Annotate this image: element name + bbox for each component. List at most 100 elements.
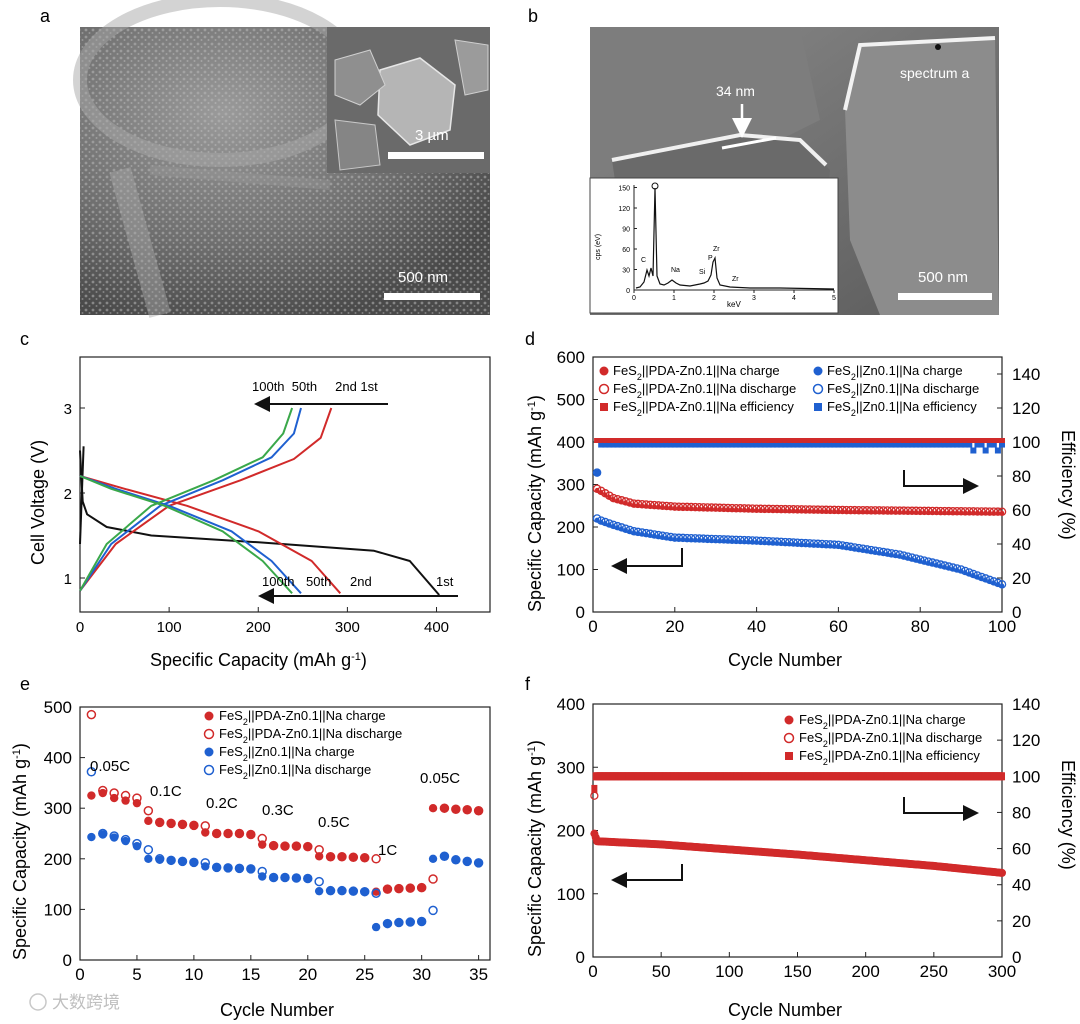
e-xtick-label: 30 <box>412 965 431 984</box>
d-pda-eff-point <box>724 438 731 443</box>
d-legend: FeS2||PDA-Zn0.1||Na charge FeS2||PDA-Zn0… <box>598 363 979 418</box>
d-pda-eff-point <box>851 438 858 443</box>
e-point-pda-charge <box>463 805 472 814</box>
eds-xtick-label: 5 <box>832 295 836 302</box>
d-pda-eff-point <box>921 438 928 443</box>
f-ytick-label: 200 <box>557 822 585 841</box>
e-point-pda-charge <box>314 852 324 861</box>
d-pda-eff-point <box>823 438 830 443</box>
d-pda-eff-point <box>835 438 842 443</box>
d-pda-eff-point <box>700 438 707 443</box>
e-point-pda-discharge <box>109 788 119 798</box>
d-pda-eff-point <box>999 438 1005 443</box>
d-pda-eff-point <box>917 438 924 443</box>
e-point-zn-charge <box>87 832 96 842</box>
d-zn-eff-point <box>749 441 756 448</box>
f-legend-2: FeS2||PDA-Zn0.1||Na discharge <box>799 730 982 749</box>
e-point-zn-discharge <box>280 872 290 883</box>
e-point-zn-discharge <box>189 857 199 868</box>
e-point-pda-charge <box>360 853 369 862</box>
d-legend-2: FeS2||Zn0.1||Na charge <box>827 363 963 382</box>
e-point-pda-discharge <box>143 805 154 816</box>
e-point-zn-discharge <box>359 886 370 897</box>
d-pda-eff-point <box>974 438 981 443</box>
e-legend-2: FeS2||PDA-Zn0.1||Na discharge <box>219 726 402 745</box>
d-zn-eff-point <box>622 441 629 448</box>
d-zn-discharge-point <box>915 555 925 564</box>
d-pda-discharge-point <box>997 507 1007 516</box>
eds-ytick-label: 150 <box>618 186 630 193</box>
d-ytick-label: 400 <box>557 433 585 452</box>
d-pda-eff-point <box>990 438 997 443</box>
eds-ylabel: cps (eV) <box>595 234 602 260</box>
d-zn-discharge-point <box>605 519 614 528</box>
e-point-pda-charge <box>144 816 153 826</box>
d-pda-eff-point <box>688 438 695 443</box>
spectrum-label: spectrum a <box>900 65 969 81</box>
d-zn-eff-point <box>675 441 682 448</box>
c-xtick-label: 200 <box>246 619 271 636</box>
d-y2tick-label: 140 <box>1012 365 1040 384</box>
d-xtick-label: 20 <box>665 617 684 636</box>
e-point-pda-discharge <box>234 828 245 839</box>
d-zn-eff-point <box>868 441 875 448</box>
e-point-pda-discharge <box>257 833 267 844</box>
d-zn-discharge-point <box>911 554 921 563</box>
d-zn-eff-point <box>900 441 907 448</box>
e-point-pda-discharge <box>200 821 211 831</box>
panel-label-f: f <box>525 674 531 694</box>
d-zn-eff-point <box>802 441 809 448</box>
f-xtick-label: 100 <box>715 962 743 981</box>
e-point-zn-discharge <box>177 856 188 867</box>
d-pda-eff-point <box>798 438 805 443</box>
d-ytick-label: 100 <box>557 561 585 580</box>
e-point-pda-discharge <box>325 852 336 862</box>
e-point-zn-discharge <box>371 888 381 898</box>
e-point-zn-discharge <box>268 872 279 883</box>
d-zn-eff-point <box>884 441 891 448</box>
e-point-zn-charge <box>428 854 438 863</box>
d-pda-eff-point <box>909 438 916 443</box>
c-curve-1st-charge <box>79 446 85 545</box>
e-point-pda-charge <box>337 852 347 861</box>
d-zn-charge-point <box>999 583 1005 588</box>
d-pda-eff-point <box>696 438 703 443</box>
d-zn-eff-point <box>786 441 793 448</box>
c-label-2nd: 2nd <box>350 574 372 589</box>
d-zn-eff-point <box>737 441 744 448</box>
d-pda-eff-point <box>864 438 871 443</box>
f-y2tick-label: 100 <box>1012 767 1040 786</box>
d-zn-discharge-point <box>596 516 606 525</box>
d-zn-eff-point <box>909 441 916 448</box>
eds-peak-zr2: Zr <box>732 276 739 283</box>
e-point-zn-discharge <box>154 854 165 864</box>
d-zn-eff-point <box>716 441 723 448</box>
d-zn-eff-point <box>733 441 740 448</box>
f-y2tick-label: 0 <box>1012 948 1021 967</box>
e-point-pda-discharge <box>189 820 199 831</box>
d-pda-discharge-point <box>601 489 610 498</box>
d-pda-eff-point <box>675 438 682 443</box>
d-pda-eff-point <box>712 438 719 443</box>
d-zn-eff-point <box>753 441 760 448</box>
d-zn-discharge-point <box>944 562 954 571</box>
e-point-zn-discharge <box>166 855 176 866</box>
d-legend-4: FeS2||Zn0.1||Na discharge <box>827 381 979 400</box>
d-ytick-label: 0 <box>576 603 585 622</box>
watermark-logo-icon <box>29 993 47 1011</box>
d-arrow-left <box>611 548 683 574</box>
e-point-zn-charge <box>451 855 461 865</box>
e-point-pda-charge <box>269 841 278 850</box>
d-pda-eff-point <box>634 438 641 443</box>
e-point-pda-charge <box>428 804 438 813</box>
d-zn-eff-point <box>651 441 658 448</box>
d-pda-eff-point <box>831 438 838 443</box>
e-point-zn-discharge <box>348 886 359 896</box>
d-zn-discharge-point <box>993 578 1003 588</box>
d-zn-discharge-point <box>924 557 933 566</box>
eds-peak-c: C <box>641 257 646 264</box>
e-point-zn-discharge <box>257 866 267 877</box>
d-pda-eff-point <box>892 438 899 443</box>
d-pda-eff-point <box>782 438 789 443</box>
